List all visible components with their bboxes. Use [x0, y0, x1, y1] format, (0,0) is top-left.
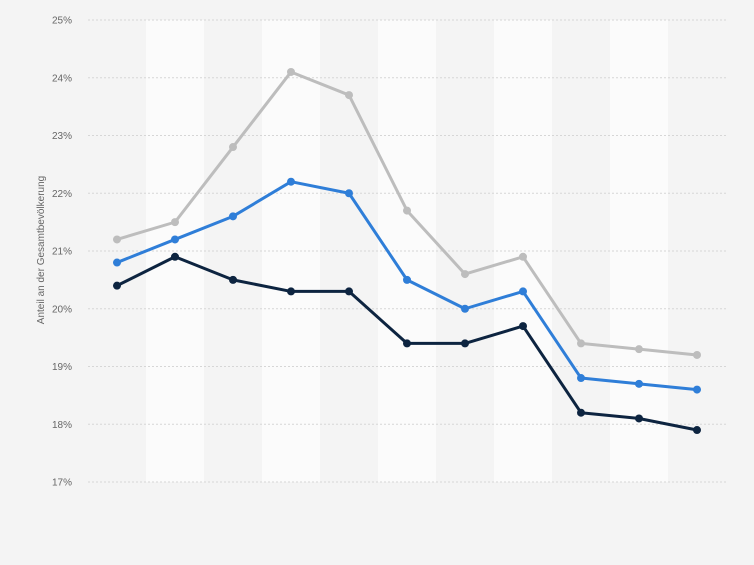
y-axis-tick-labels: 17% 18% 19% 20% 21% 22% 23% 24% 25% [52, 16, 72, 489]
y-tick-label: 17% [52, 478, 72, 489]
data-point [229, 275, 237, 284]
data-point [345, 189, 353, 198]
data-point [403, 206, 411, 215]
data-point [461, 339, 469, 348]
data-point [171, 218, 179, 227]
y-tick-label: 24% [52, 73, 72, 84]
data-point [229, 143, 237, 152]
data-point [229, 212, 237, 221]
data-point [577, 408, 585, 417]
series-2 [113, 177, 701, 394]
data-point [693, 350, 701, 359]
plot-band [610, 20, 668, 482]
plot-band [494, 20, 552, 482]
data-point [345, 287, 353, 296]
data-point [345, 91, 353, 100]
y-tick-label: 25% [52, 16, 72, 27]
data-point [113, 281, 121, 290]
data-point [287, 287, 295, 296]
y-tick-label: 20% [52, 304, 72, 315]
data-point [113, 235, 121, 244]
data-point [171, 235, 179, 244]
data-point [287, 67, 295, 76]
y-tick-label: 21% [52, 247, 72, 258]
plot-band [262, 20, 320, 482]
plot-band [146, 20, 204, 482]
data-point [635, 345, 643, 354]
data-point [577, 374, 585, 383]
data-point [519, 322, 527, 331]
data-point [403, 275, 411, 284]
data-point [461, 270, 469, 279]
y-axis-title: Anteil an der Gesamtbevölkerung [36, 176, 47, 324]
series-3 [113, 252, 701, 435]
data-point [693, 426, 701, 435]
data-point [171, 252, 179, 261]
data-point [519, 252, 527, 261]
y-tick-label: 23% [52, 131, 72, 142]
series-1 [113, 67, 701, 359]
y-tick-label: 22% [52, 189, 72, 200]
plot-background-bands [88, 20, 726, 482]
y-tick-label: 18% [52, 420, 72, 431]
data-point [519, 287, 527, 296]
data-point [287, 177, 295, 186]
data-point [635, 414, 643, 423]
data-point [693, 385, 701, 394]
data-point [577, 339, 585, 348]
y-tick-label: 19% [52, 362, 72, 373]
series-lines [113, 67, 701, 435]
data-point [403, 339, 411, 348]
data-point [113, 258, 121, 267]
data-point [461, 304, 469, 313]
data-point [635, 379, 643, 388]
